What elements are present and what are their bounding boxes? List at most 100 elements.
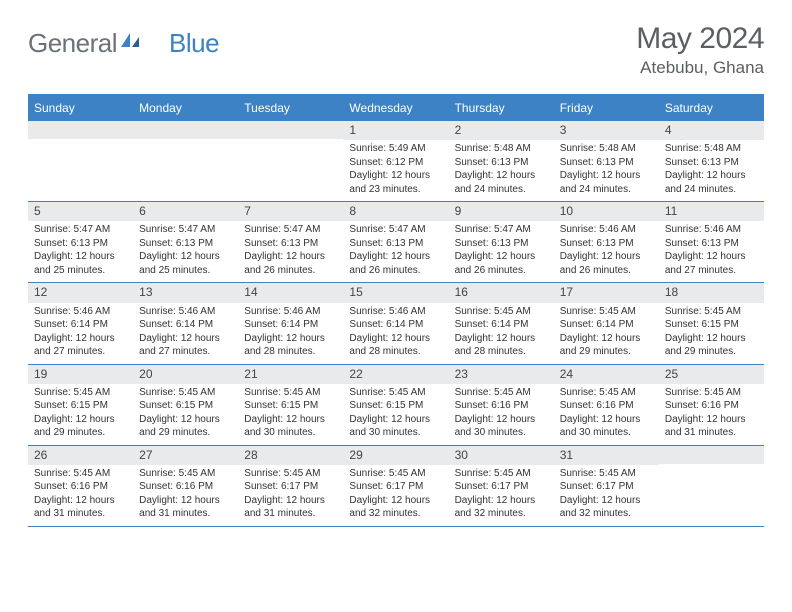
- sunrise-line: Sunrise: 5:45 AM: [244, 386, 337, 400]
- daylight-line: Daylight: 12 hours and 28 minutes.: [349, 332, 442, 359]
- sunrise-line: Sunrise: 5:47 AM: [349, 223, 442, 237]
- dayinfo: Sunrise: 5:47 AMSunset: 6:13 PMDaylight:…: [238, 221, 343, 282]
- dayinfo: Sunrise: 5:45 AMSunset: 6:17 PMDaylight:…: [449, 465, 554, 526]
- calendar-cell: 6Sunrise: 5:47 AMSunset: 6:13 PMDaylight…: [133, 202, 238, 283]
- day-header-monday: Monday: [133, 95, 238, 121]
- calendar-cell: 8Sunrise: 5:47 AMSunset: 6:13 PMDaylight…: [343, 202, 448, 283]
- dayinfo: Sunrise: 5:45 AMSunset: 6:16 PMDaylight:…: [554, 384, 659, 445]
- calendar-table: SundayMondayTuesdayWednesdayThursdayFrid…: [28, 94, 764, 527]
- daynum-empty: [133, 121, 238, 139]
- daylight-line: Daylight: 12 hours and 26 minutes.: [455, 250, 548, 277]
- dayinfo: Sunrise: 5:45 AMSunset: 6:16 PMDaylight:…: [28, 465, 133, 526]
- sunrise-line: Sunrise: 5:45 AM: [139, 467, 232, 481]
- calendar-cell: 28Sunrise: 5:45 AMSunset: 6:17 PMDayligh…: [238, 445, 343, 526]
- daylight-line: Daylight: 12 hours and 29 minutes.: [665, 332, 758, 359]
- sunrise-line: Sunrise: 5:49 AM: [349, 142, 442, 156]
- dayinfo: Sunrise: 5:46 AMSunset: 6:14 PMDaylight:…: [343, 303, 448, 364]
- dayinfo: Sunrise: 5:46 AMSunset: 6:13 PMDaylight:…: [659, 221, 764, 282]
- daynum: 2: [449, 121, 554, 140]
- sunrise-line: Sunrise: 5:48 AM: [560, 142, 653, 156]
- daynum: 21: [238, 365, 343, 384]
- daylight-line: Daylight: 12 hours and 30 minutes.: [349, 413, 442, 440]
- calendar-cell: 29Sunrise: 5:45 AMSunset: 6:17 PMDayligh…: [343, 445, 448, 526]
- daynum: 15: [343, 283, 448, 302]
- daylight-line: Daylight: 12 hours and 30 minutes.: [455, 413, 548, 440]
- daynum: 31: [554, 446, 659, 465]
- day-header-tuesday: Tuesday: [238, 95, 343, 121]
- calendar-cell: 3Sunrise: 5:48 AMSunset: 6:13 PMDaylight…: [554, 121, 659, 202]
- calendar-body: 1Sunrise: 5:49 AMSunset: 6:12 PMDaylight…: [28, 121, 764, 527]
- dayinfo-empty: [238, 139, 343, 193]
- sunrise-line: Sunrise: 5:46 AM: [349, 305, 442, 319]
- calendar-cell: 31Sunrise: 5:45 AMSunset: 6:17 PMDayligh…: [554, 445, 659, 526]
- dayinfo-empty: [659, 464, 764, 518]
- daynum: 13: [133, 283, 238, 302]
- logo-sail-icon: [119, 31, 141, 56]
- calendar-cell: 15Sunrise: 5:46 AMSunset: 6:14 PMDayligh…: [343, 283, 448, 364]
- dayinfo: Sunrise: 5:45 AMSunset: 6:15 PMDaylight:…: [28, 384, 133, 445]
- dayinfo: Sunrise: 5:46 AMSunset: 6:14 PMDaylight:…: [133, 303, 238, 364]
- daynum: 12: [28, 283, 133, 302]
- day-header-row: SundayMondayTuesdayWednesdayThursdayFrid…: [28, 95, 764, 121]
- daynum: 5: [28, 202, 133, 221]
- daylight-line: Daylight: 12 hours and 28 minutes.: [455, 332, 548, 359]
- daylight-line: Daylight: 12 hours and 26 minutes.: [349, 250, 442, 277]
- calendar-cell: 5Sunrise: 5:47 AMSunset: 6:13 PMDaylight…: [28, 202, 133, 283]
- dayinfo: Sunrise: 5:45 AMSunset: 6:17 PMDaylight:…: [238, 465, 343, 526]
- dayinfo: Sunrise: 5:45 AMSunset: 6:16 PMDaylight:…: [133, 465, 238, 526]
- daynum: 3: [554, 121, 659, 140]
- sunrise-line: Sunrise: 5:45 AM: [455, 386, 548, 400]
- calendar-cell: 4Sunrise: 5:48 AMSunset: 6:13 PMDaylight…: [659, 121, 764, 202]
- daynum: 14: [238, 283, 343, 302]
- day-header-friday: Friday: [554, 95, 659, 121]
- sunset-line: Sunset: 6:13 PM: [455, 156, 548, 170]
- sunset-line: Sunset: 6:13 PM: [455, 237, 548, 251]
- dayinfo: Sunrise: 5:45 AMSunset: 6:17 PMDaylight:…: [554, 465, 659, 526]
- sunrise-line: Sunrise: 5:45 AM: [560, 305, 653, 319]
- sunrise-line: Sunrise: 5:45 AM: [665, 305, 758, 319]
- location-label: Atebubu, Ghana: [636, 58, 764, 78]
- sunset-line: Sunset: 6:13 PM: [34, 237, 127, 251]
- sunrise-line: Sunrise: 5:47 AM: [455, 223, 548, 237]
- daylight-line: Daylight: 12 hours and 24 minutes.: [455, 169, 548, 196]
- calendar-week-row: 19Sunrise: 5:45 AMSunset: 6:15 PMDayligh…: [28, 364, 764, 445]
- daylight-line: Daylight: 12 hours and 31 minutes.: [139, 494, 232, 521]
- calendar-cell: 2Sunrise: 5:48 AMSunset: 6:13 PMDaylight…: [449, 121, 554, 202]
- calendar-cell: 11Sunrise: 5:46 AMSunset: 6:13 PMDayligh…: [659, 202, 764, 283]
- daylight-line: Daylight: 12 hours and 28 minutes.: [244, 332, 337, 359]
- daylight-line: Daylight: 12 hours and 30 minutes.: [244, 413, 337, 440]
- calendar-week-row: 1Sunrise: 5:49 AMSunset: 6:12 PMDaylight…: [28, 121, 764, 202]
- calendar-week-row: 12Sunrise: 5:46 AMSunset: 6:14 PMDayligh…: [28, 283, 764, 364]
- sunset-line: Sunset: 6:14 PM: [455, 318, 548, 332]
- daynum: 9: [449, 202, 554, 221]
- daylight-line: Daylight: 12 hours and 31 minutes.: [34, 494, 127, 521]
- dayinfo: Sunrise: 5:48 AMSunset: 6:13 PMDaylight:…: [449, 140, 554, 201]
- sunset-line: Sunset: 6:17 PM: [455, 480, 548, 494]
- daynum: 6: [133, 202, 238, 221]
- daylight-line: Daylight: 12 hours and 29 minutes.: [139, 413, 232, 440]
- page-header: General Blue May 2024 Atebubu, Ghana: [28, 22, 764, 78]
- sunset-line: Sunset: 6:13 PM: [665, 156, 758, 170]
- calendar-cell: [28, 121, 133, 202]
- sunset-line: Sunset: 6:17 PM: [244, 480, 337, 494]
- sunset-line: Sunset: 6:16 PM: [560, 399, 653, 413]
- sunset-line: Sunset: 6:13 PM: [244, 237, 337, 251]
- calendar-cell: [133, 121, 238, 202]
- dayinfo: Sunrise: 5:45 AMSunset: 6:15 PMDaylight:…: [133, 384, 238, 445]
- sunset-line: Sunset: 6:15 PM: [665, 318, 758, 332]
- sunset-line: Sunset: 6:14 PM: [244, 318, 337, 332]
- daylight-line: Daylight: 12 hours and 24 minutes.: [560, 169, 653, 196]
- daylight-line: Daylight: 12 hours and 32 minutes.: [455, 494, 548, 521]
- daylight-line: Daylight: 12 hours and 29 minutes.: [560, 332, 653, 359]
- calendar-cell: 10Sunrise: 5:46 AMSunset: 6:13 PMDayligh…: [554, 202, 659, 283]
- calendar-cell: 19Sunrise: 5:45 AMSunset: 6:15 PMDayligh…: [28, 364, 133, 445]
- daynum-empty: [659, 446, 764, 464]
- calendar-cell: 21Sunrise: 5:45 AMSunset: 6:15 PMDayligh…: [238, 364, 343, 445]
- daynum: 28: [238, 446, 343, 465]
- dayinfo: Sunrise: 5:49 AMSunset: 6:12 PMDaylight:…: [343, 140, 448, 201]
- calendar-page: General Blue May 2024 Atebubu, Ghana Sun…: [0, 0, 792, 545]
- dayinfo: Sunrise: 5:48 AMSunset: 6:13 PMDaylight:…: [554, 140, 659, 201]
- calendar-head: SundayMondayTuesdayWednesdayThursdayFrid…: [28, 95, 764, 121]
- calendar-cell: 30Sunrise: 5:45 AMSunset: 6:17 PMDayligh…: [449, 445, 554, 526]
- calendar-cell: 14Sunrise: 5:46 AMSunset: 6:14 PMDayligh…: [238, 283, 343, 364]
